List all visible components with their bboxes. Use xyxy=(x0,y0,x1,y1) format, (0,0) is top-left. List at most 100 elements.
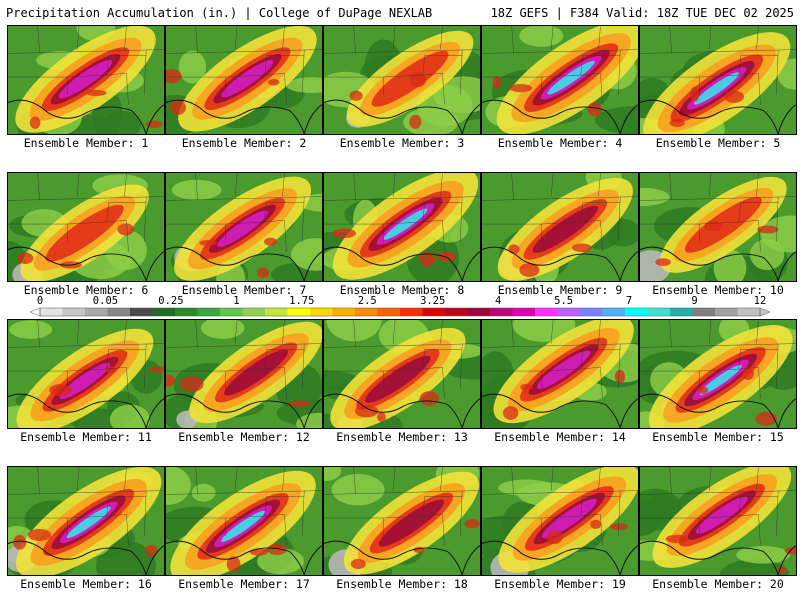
precip-map-panel xyxy=(481,319,639,429)
ensemble-member-label: Ensemble Member: 10 xyxy=(652,283,784,297)
colorbar-segment xyxy=(490,308,513,316)
precip-map-panel xyxy=(165,319,323,429)
colorbar-segment xyxy=(467,308,491,316)
precip-map xyxy=(324,173,480,281)
precip-map xyxy=(324,320,480,428)
precip-map xyxy=(640,320,796,428)
ensemble-member-label: Ensemble Member: 8 xyxy=(339,283,465,297)
colorbar-tick-label: 2.5 xyxy=(357,295,377,307)
precip-map-panel xyxy=(639,319,797,429)
ensemble-member-label: Ensemble Member: 7 xyxy=(181,283,307,297)
colorbar-tick-label: 0 xyxy=(36,295,44,307)
precip-map-panel xyxy=(165,172,323,282)
colorbar-segment xyxy=(557,308,581,316)
colorbar-segment xyxy=(287,308,311,316)
ensemble-member-label: Ensemble Member: 9 xyxy=(497,283,623,297)
precip-map-panel xyxy=(639,172,797,282)
colorbar-segment xyxy=(242,308,266,316)
colorbar-segment xyxy=(422,308,446,316)
colorbar-tick-label: 4 xyxy=(495,295,502,307)
colorbar-segment xyxy=(512,308,536,316)
colorbar-segment xyxy=(647,308,671,316)
colorbar-tick-label: 9 xyxy=(691,295,698,307)
precip-map-panel xyxy=(7,172,165,282)
colorbar-segment xyxy=(175,308,198,316)
colorbar-tick-label: 5.5 xyxy=(554,295,574,307)
ensemble-member-label: Ensemble Member: 4 xyxy=(497,136,623,150)
colorbar-segment xyxy=(265,308,288,316)
precip-map xyxy=(482,26,638,134)
ensemble-member-label: Ensemble Member: 12 xyxy=(178,430,310,444)
colorbar-segment xyxy=(220,308,243,316)
precip-map xyxy=(640,173,796,281)
precip-map xyxy=(324,26,480,134)
colorbar-segment xyxy=(355,308,378,316)
precip-map xyxy=(482,320,638,428)
precip-map-panel xyxy=(481,466,639,576)
precip-map xyxy=(166,26,322,134)
colorbar-segment xyxy=(400,308,423,316)
ensemble-member-label: Ensemble Member: 2 xyxy=(181,136,307,150)
precip-map xyxy=(166,173,322,281)
precip-map-panel xyxy=(639,466,797,576)
precip-map-panel xyxy=(481,172,639,282)
colorbar-labels: 0 0.05 0.25 1 1.75 2.5 3.25 4 5.5 7 9 12 xyxy=(30,295,770,307)
colorbar-tick-label: 7 xyxy=(625,295,633,307)
ensemble-member-label: Ensemble Member: 17 xyxy=(178,577,310,591)
precip-map-panel xyxy=(323,319,481,429)
precip-map xyxy=(166,467,322,575)
ensemble-member-label: Ensemble Member: 6 xyxy=(23,283,149,297)
colorbar-segment xyxy=(625,308,648,316)
ensemble-member-label: Ensemble Member: 3 xyxy=(339,136,465,150)
precip-map-panel xyxy=(7,25,165,135)
colorbar-segment xyxy=(152,308,176,316)
colorbar-tick-label: 0.05 xyxy=(92,295,119,307)
colorbar-segment xyxy=(130,308,153,316)
colorbar-segment xyxy=(445,308,468,316)
ensemble-member-label: Ensemble Member: 5 xyxy=(655,136,781,150)
colorbar-track xyxy=(29,307,771,317)
colorbar-segment xyxy=(670,308,693,316)
colorbar-segment xyxy=(737,308,761,316)
colorbar-tick-label: 3.25 xyxy=(420,295,446,307)
colorbar-segment xyxy=(692,308,716,316)
colorbar-segment xyxy=(310,308,333,316)
precip-map-panel xyxy=(7,319,165,429)
precip-map-panel xyxy=(323,25,481,135)
page-title: Precipitation Accumulation (in.) | Colle… xyxy=(6,6,433,20)
colorbar-segment xyxy=(62,308,86,316)
ensemble-member-label: Ensemble Member: 16 xyxy=(20,577,152,591)
colorbar-segment xyxy=(332,308,356,316)
colorbar-tick-label: 12 xyxy=(753,295,767,307)
precip-map xyxy=(640,467,796,575)
precip-map xyxy=(482,467,638,575)
colorbar-segment xyxy=(377,308,401,316)
colorbar-segment xyxy=(580,308,603,316)
colorbar-tick-label: 0.25 xyxy=(158,295,184,307)
precip-colorbar: 0 0.05 0.25 1 1.75 2.5 3.25 4 5.5 7 9 12 xyxy=(29,295,771,319)
precip-map xyxy=(8,26,164,134)
precip-map-panel xyxy=(639,25,797,135)
precip-map xyxy=(324,467,480,575)
ensemble-member-label: Ensemble Member: 15 xyxy=(652,430,784,444)
precip-map-panel xyxy=(323,172,481,282)
ensemble-member-label: Ensemble Member: 19 xyxy=(494,577,626,591)
colorbar-right-arrow xyxy=(759,307,771,317)
colorbar-tick-label: 1.75 xyxy=(289,295,315,307)
precip-map xyxy=(8,173,164,281)
model-run-info: 18Z GEFS | F384 Valid: 18Z TUE DEC 02 20… xyxy=(490,6,794,20)
colorbar-segment xyxy=(535,308,558,316)
precip-map xyxy=(482,173,638,281)
ensemble-member-label: Ensemble Member: 18 xyxy=(336,577,468,591)
colorbar-left-arrow xyxy=(29,307,41,317)
precip-map xyxy=(166,320,322,428)
precip-map-panel xyxy=(323,466,481,576)
precip-map-panel xyxy=(481,25,639,135)
precip-map xyxy=(640,26,796,134)
colorbar-segment xyxy=(715,308,738,316)
ensemble-member-label: Ensemble Member: 1 xyxy=(23,136,149,150)
ensemble-member-label: Ensemble Member: 20 xyxy=(652,577,784,591)
colorbar-tick-label: 1 xyxy=(233,295,240,307)
precip-map xyxy=(8,320,164,428)
precip-map-panel xyxy=(7,466,165,576)
